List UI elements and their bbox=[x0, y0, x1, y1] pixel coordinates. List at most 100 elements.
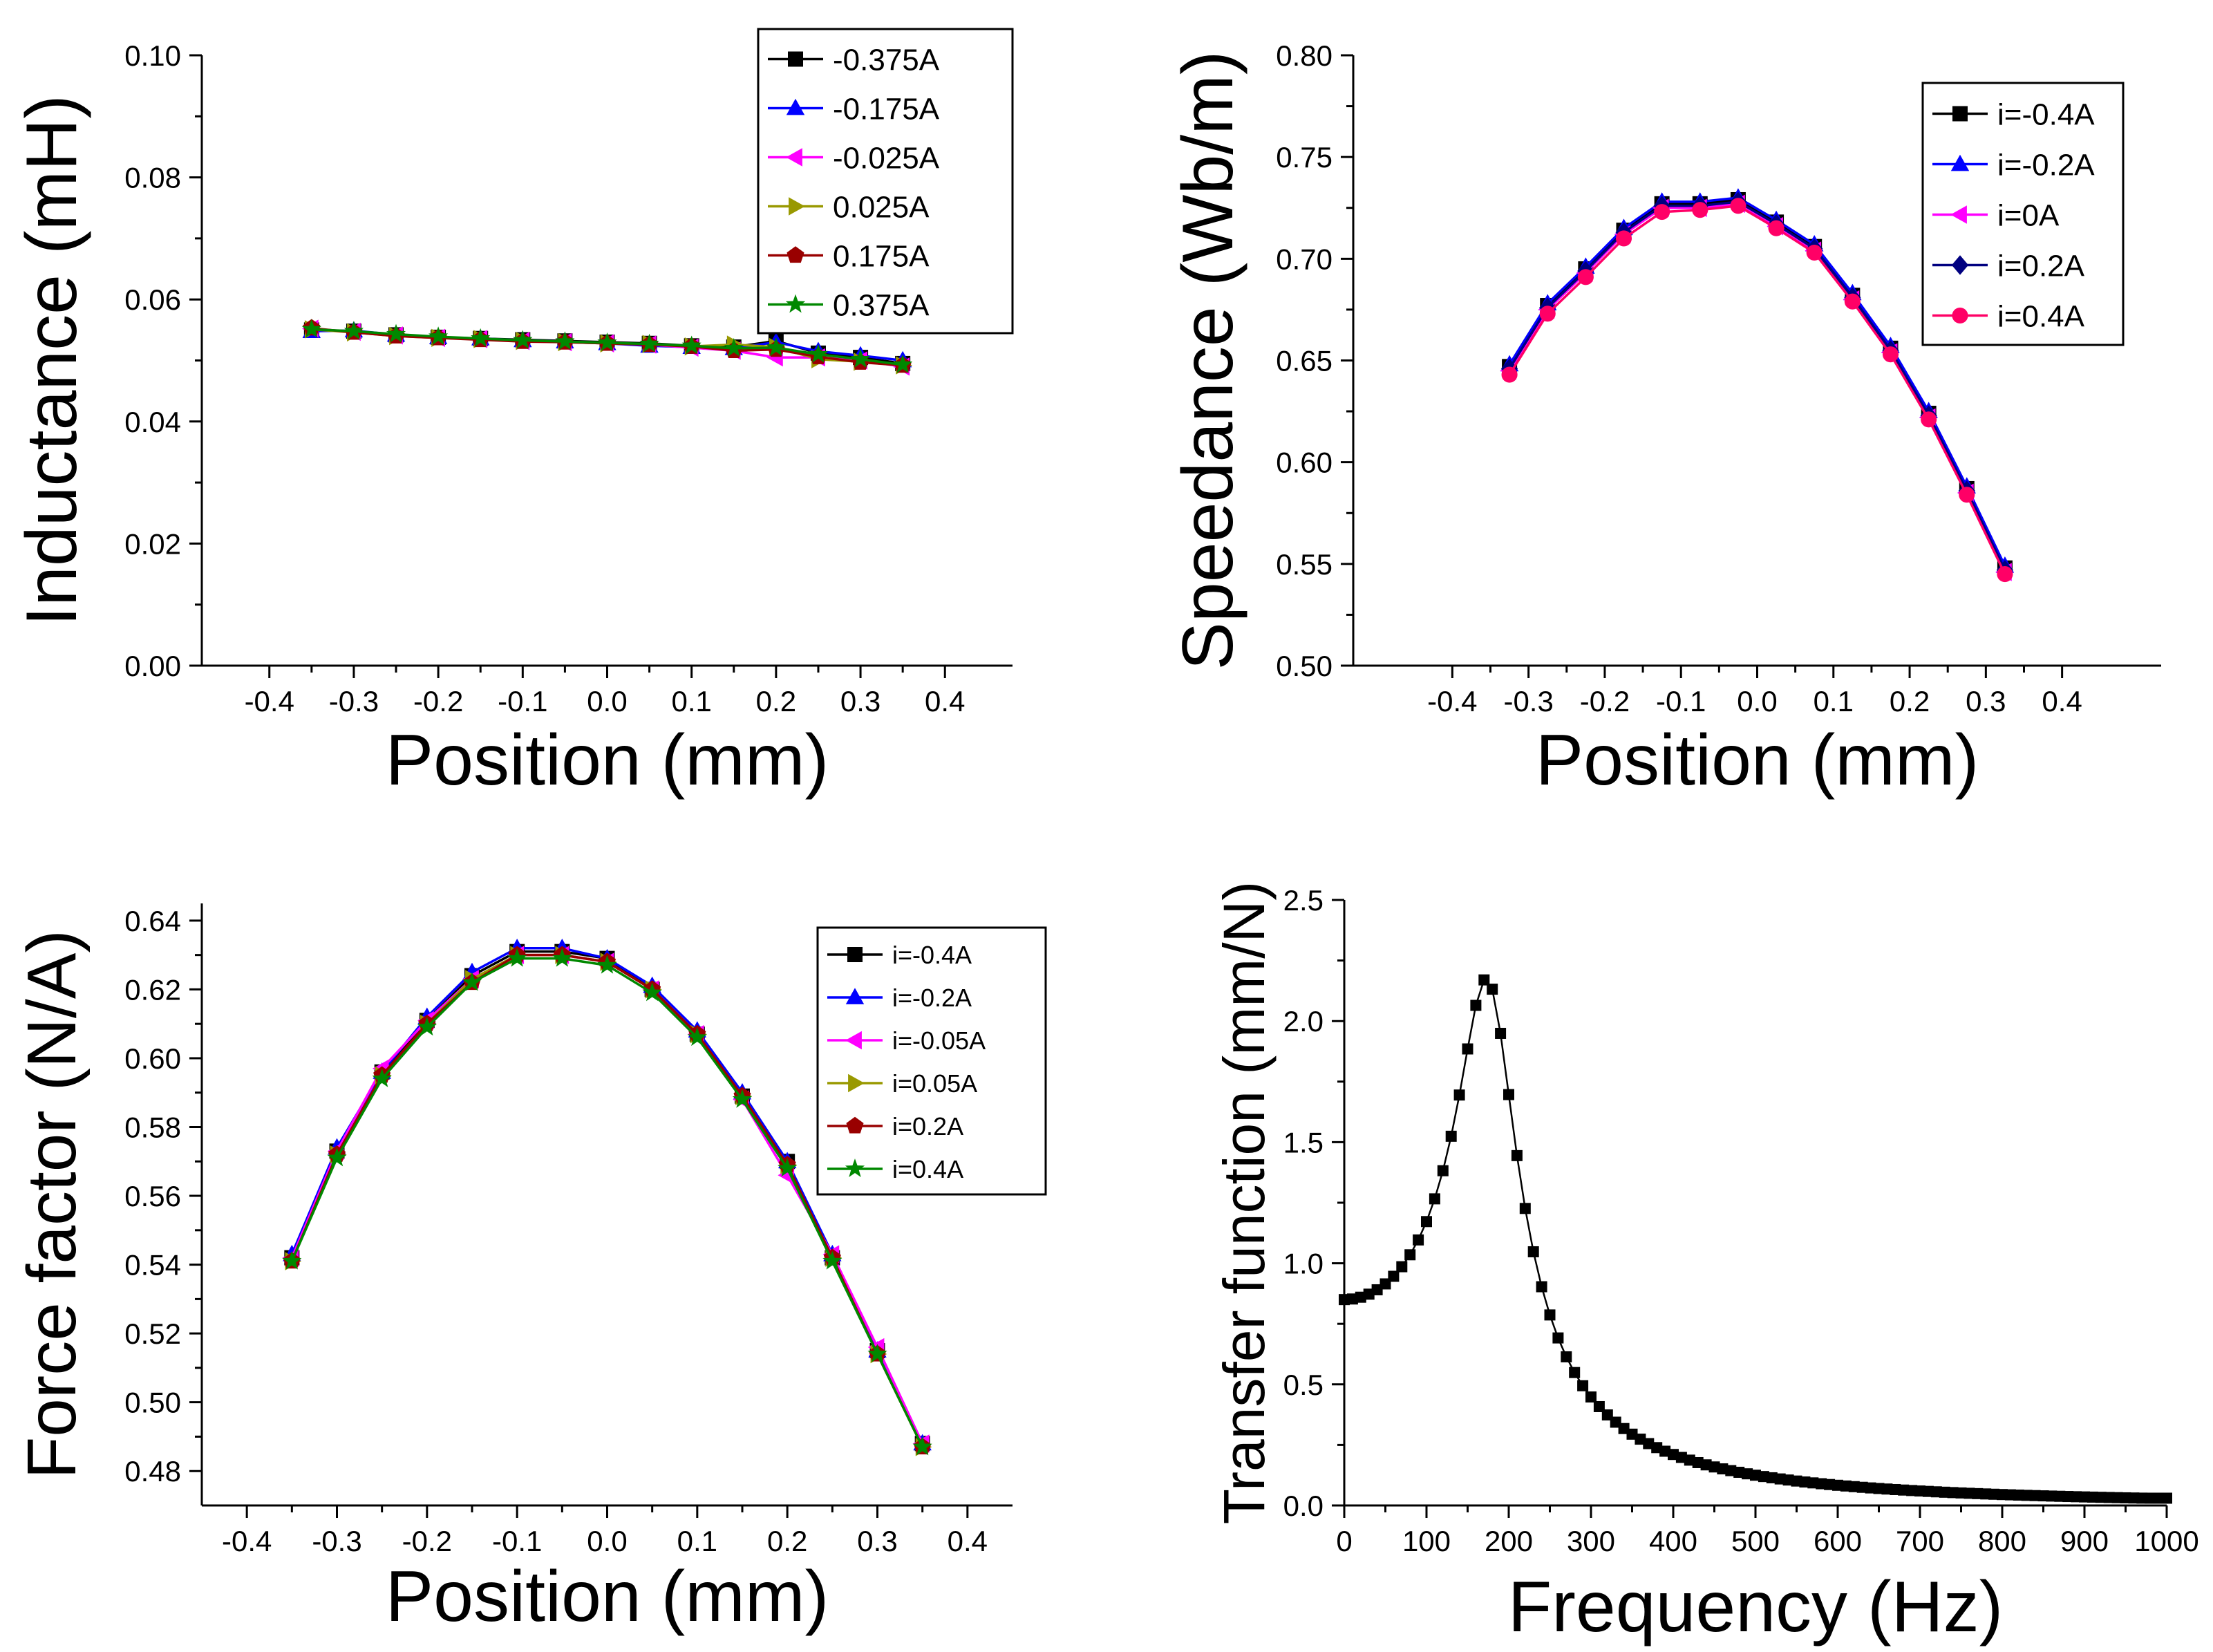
y-tick-label: 0.62 bbox=[124, 973, 181, 1006]
legend-entry: i=0.4A bbox=[1932, 299, 2085, 333]
series-line bbox=[1508, 205, 2006, 575]
data-point bbox=[850, 348, 871, 368]
data-point bbox=[1453, 1089, 1465, 1101]
legend: i=-0.4A i=-0.2A i=-0.05A i=0.05A i=0.2A i=0.4… bbox=[816, 926, 1047, 1196]
x-tick-label: 600 bbox=[1814, 1525, 1862, 1557]
data-point bbox=[1429, 1193, 1440, 1205]
legend-entry: -0.025A bbox=[768, 141, 940, 175]
x-tick-label: -0.3 bbox=[312, 1525, 361, 1557]
data-point bbox=[1806, 244, 1823, 261]
y-tick-label: 0.52 bbox=[124, 1317, 181, 1350]
legend-marker bbox=[1950, 154, 1970, 171]
legend-box bbox=[757, 28, 1014, 335]
x-tick-label: 0.4 bbox=[948, 1525, 988, 1557]
data-point bbox=[1544, 1309, 1556, 1321]
legend-marker bbox=[845, 988, 865, 1004]
legend-marker bbox=[846, 1116, 864, 1134]
data-point bbox=[386, 323, 406, 343]
x-tick-label: 1000 bbox=[2134, 1525, 2198, 1557]
legend: -0.375A -0.175A -0.025A 0.025A 0.175A 0.375A bbox=[757, 28, 1014, 335]
data-point bbox=[1654, 204, 1670, 220]
series-line bbox=[1344, 978, 2167, 1499]
legend-marker bbox=[1951, 255, 1969, 275]
data-point bbox=[2161, 1492, 2172, 1504]
y-tick-label: 0.50 bbox=[1276, 650, 1332, 682]
x-tick-label: -0.3 bbox=[1503, 685, 1553, 717]
y-tick-label: 2.0 bbox=[1283, 1005, 1324, 1038]
data-point bbox=[597, 955, 617, 974]
x-tick-label: 0.4 bbox=[2042, 685, 2082, 717]
x-tick-label: -0.2 bbox=[413, 685, 463, 717]
x-tick-label: 0.0 bbox=[587, 1525, 627, 1557]
data-point bbox=[912, 1436, 932, 1456]
data-point bbox=[687, 1027, 707, 1046]
y-tick-label: 0.02 bbox=[124, 527, 181, 560]
data-point bbox=[372, 1068, 392, 1087]
data-point bbox=[1593, 1400, 1605, 1412]
data-point bbox=[1959, 487, 1975, 503]
x-tick-label: -0.1 bbox=[492, 1525, 542, 1557]
legend-entry: 0.175A bbox=[768, 239, 930, 273]
y-axis-title: Force factor (N/A) bbox=[13, 930, 91, 1479]
legend-label: i=-0.05A bbox=[892, 1026, 986, 1055]
legend-label: i=0A bbox=[1997, 198, 2060, 232]
x-tick-label: 400 bbox=[1649, 1525, 1697, 1557]
data-point bbox=[778, 1158, 798, 1177]
legend: i=-0.4A i=-0.2A i=0A i=0.2A i=0.4A bbox=[1921, 82, 2125, 346]
data-point bbox=[1396, 1261, 1408, 1273]
data-point bbox=[1997, 566, 2013, 583]
data-point bbox=[639, 333, 659, 353]
legend-marker bbox=[847, 947, 863, 962]
legend-entry: i=0.2A bbox=[827, 1112, 963, 1141]
legend-entry: i=0A bbox=[1932, 198, 2060, 232]
legend-label: i=0.4A bbox=[1997, 299, 2085, 333]
legend-entry: -0.375A bbox=[768, 43, 940, 77]
legend-marker bbox=[786, 98, 805, 115]
data-point bbox=[471, 328, 491, 347]
legend-label: i=-0.2A bbox=[1997, 148, 2095, 182]
x-tick-label: 0 bbox=[1336, 1525, 1352, 1557]
series-transfer bbox=[1339, 974, 2172, 1504]
data-point bbox=[1511, 1149, 1523, 1161]
data-point bbox=[462, 972, 482, 991]
legend-entry: 0.025A bbox=[768, 190, 930, 224]
x-tick-label: 0.2 bbox=[767, 1525, 807, 1557]
legend-marker bbox=[1952, 307, 1968, 324]
y-tick-label: 1.0 bbox=[1283, 1248, 1324, 1280]
legend-entry: i=-0.4A bbox=[1932, 97, 2095, 131]
data-point bbox=[732, 1089, 753, 1108]
x-tick-label: -0.1 bbox=[1656, 685, 1706, 717]
data-point bbox=[1882, 346, 1899, 363]
data-point bbox=[1615, 230, 1632, 247]
legend-marker bbox=[1952, 106, 1968, 122]
data-point bbox=[1569, 1367, 1581, 1378]
data-point bbox=[429, 326, 449, 346]
data-point bbox=[1539, 306, 1556, 322]
data-point bbox=[1921, 411, 1937, 428]
y-axis-title: Inductance (mH) bbox=[12, 95, 92, 626]
x-tick-label: 0.0 bbox=[587, 685, 627, 717]
data-point bbox=[822, 1250, 842, 1270]
y-tick-label: 0.70 bbox=[1276, 243, 1332, 275]
y-tick-label: 0.65 bbox=[1276, 345, 1332, 377]
series-i=0.4A bbox=[1501, 198, 2013, 583]
x-axis-title: Position (mm) bbox=[386, 1557, 829, 1637]
data-point bbox=[1413, 1234, 1424, 1246]
y-tick-label: 0.56 bbox=[124, 1180, 181, 1212]
legend-box bbox=[816, 926, 1047, 1196]
y-tick-label: 2.5 bbox=[1283, 884, 1324, 917]
y-tick-label: 0.75 bbox=[1276, 141, 1332, 173]
x-tick-label: 0.2 bbox=[756, 685, 796, 717]
legend-label: 0.375A bbox=[833, 288, 930, 322]
data-point bbox=[1692, 202, 1708, 218]
x-tick-label: -0.4 bbox=[1427, 685, 1477, 717]
x-tick-label: 0.3 bbox=[840, 685, 881, 717]
x-tick-label: -0.1 bbox=[498, 685, 547, 717]
data-point bbox=[1462, 1043, 1473, 1055]
data-point bbox=[1552, 1332, 1564, 1344]
x-tick-label: 700 bbox=[1896, 1525, 1944, 1557]
y-tick-label: 0.10 bbox=[124, 39, 181, 72]
y-tick-label: 0.64 bbox=[124, 905, 181, 937]
data-point bbox=[282, 1250, 302, 1270]
legend-entry: i=-0.05A bbox=[827, 1026, 986, 1055]
